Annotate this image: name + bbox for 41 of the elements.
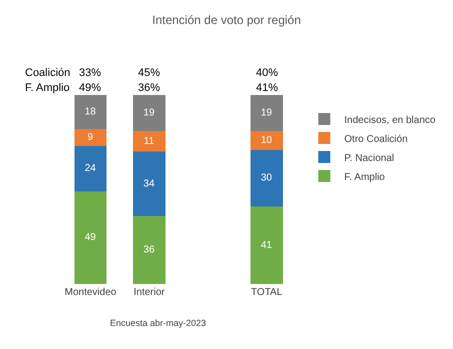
data-label: 36 [143,244,155,256]
bar [133,95,166,131]
bar [74,191,107,284]
bar [133,130,166,152]
text: 33% [79,67,102,79]
x-tick-label: TOTAL [250,287,283,298]
legend-label: P. Nacional [344,152,394,164]
bar [250,95,283,131]
bar [250,150,283,207]
bar [133,216,166,284]
x-tick-label: Interior [134,287,166,298]
chart-title: Intención de voto por región [152,13,301,28]
bar [74,129,107,146]
data-label: 10 [260,134,272,146]
text: 40% [256,67,278,79]
data-label: 49 [84,232,96,244]
data-label: 34 [143,178,155,190]
data-label: 41 [260,240,272,251]
data-label: 30 [260,172,272,184]
data-label: 11 [144,136,155,147]
bar [250,130,283,150]
legend-label: F. Amplio [344,172,386,183]
bar [74,95,107,130]
bar [250,206,283,284]
text: F. Amplio [25,82,70,94]
text: 41% [256,82,278,94]
text: Coalición [25,67,70,79]
data-label: 19 [260,107,272,118]
legend-label: Indecisos, en blanco [344,114,436,126]
text: 49% [79,82,102,94]
text: 36% [138,82,160,94]
text: Encuesta abr-may-2023 [110,318,206,328]
bar [74,146,107,192]
bar [133,152,166,216]
data-label: 19 [143,107,155,118]
x-tick-label: Montevideo [64,287,117,298]
legend-label: Otro Coalición [344,134,408,145]
data-label: 18 [84,106,96,118]
text: 45% [138,67,160,79]
data-label: 9 [87,132,94,144]
data-label: 24 [84,163,96,174]
